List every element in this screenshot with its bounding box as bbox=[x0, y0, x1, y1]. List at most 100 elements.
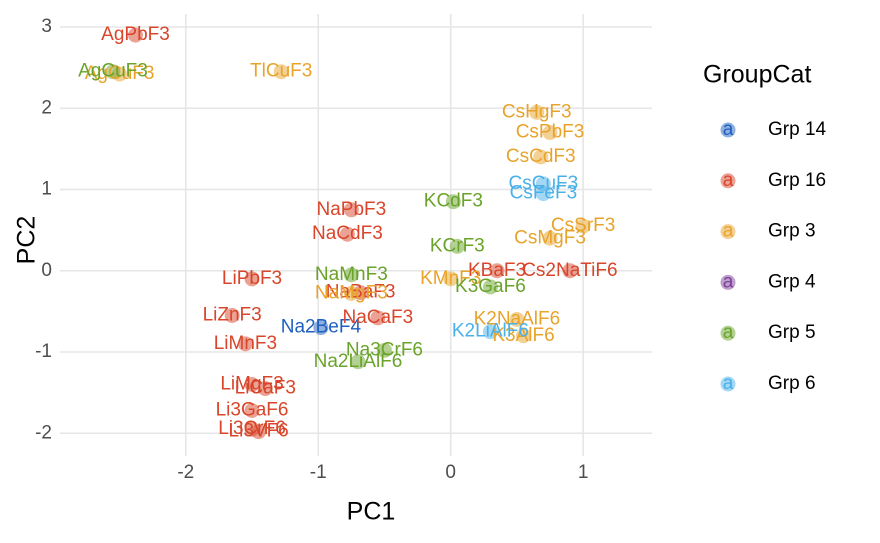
points: Na2BeF4 AgPbF3 NaPbF3 NaCdF3 LiPbF3 LiZnF3 LiM… bbox=[78, 24, 617, 442]
point bbox=[535, 186, 551, 202]
y-tick-label: -2 bbox=[35, 422, 52, 443]
y-axis-title: PC2 bbox=[13, 216, 41, 265]
legend-title: GroupCat bbox=[703, 61, 811, 89]
point bbox=[251, 424, 267, 440]
point bbox=[482, 324, 498, 340]
x-tick-label: 0 bbox=[445, 462, 456, 483]
legend-key bbox=[720, 224, 736, 240]
point-label: K2LiAlF6 bbox=[452, 321, 529, 342]
legend-key bbox=[720, 376, 736, 392]
legend-key bbox=[720, 122, 736, 138]
point-label: NaMnF3 bbox=[315, 264, 388, 285]
point bbox=[509, 312, 525, 327]
x-tick-label: -1 bbox=[310, 462, 327, 483]
point-label: CsCdF3 bbox=[506, 146, 576, 167]
point-label: Li3VF6 bbox=[229, 421, 289, 442]
point-label: LiPbF3 bbox=[222, 268, 282, 289]
point bbox=[482, 279, 498, 295]
legend-key bbox=[720, 325, 736, 341]
point-label: CsCuF3 bbox=[509, 173, 579, 194]
point-label: K3AlF6 bbox=[492, 325, 554, 346]
point-label: AgCuF3 bbox=[85, 63, 155, 84]
point-label: CsFeF3 bbox=[510, 183, 578, 204]
point-label: K2NaAlF6 bbox=[474, 309, 561, 330]
point-label: KBaF3 bbox=[468, 260, 526, 281]
legend-label: Grp 14 bbox=[768, 119, 827, 140]
point-label: AgPbF3 bbox=[101, 24, 170, 45]
point bbox=[313, 320, 329, 336]
point-label: CsPbF3 bbox=[516, 122, 585, 143]
x-tick-label: 1 bbox=[578, 462, 589, 483]
legend-label: Grp 3 bbox=[768, 221, 816, 242]
legend-key-glyph: a bbox=[723, 271, 734, 292]
point bbox=[224, 307, 240, 323]
point-label: KCrF3 bbox=[430, 235, 485, 256]
point bbox=[489, 263, 505, 279]
point bbox=[343, 267, 359, 283]
point-label: LiZnF3 bbox=[203, 304, 262, 325]
point-label: Na3CrF6 bbox=[346, 339, 423, 360]
point-label: LiMgF3 bbox=[220, 374, 283, 395]
legend-label: Grp 5 bbox=[768, 322, 816, 343]
point-label: NaPbF3 bbox=[317, 199, 387, 220]
point-label: NaCdF3 bbox=[312, 223, 383, 244]
point-label: Li3CrF6 bbox=[218, 418, 286, 439]
point-label: NaCaF3 bbox=[342, 307, 413, 328]
point-label: TlCuF3 bbox=[250, 61, 312, 82]
point bbox=[244, 271, 260, 287]
point bbox=[257, 381, 273, 397]
point bbox=[575, 218, 591, 234]
point bbox=[516, 328, 532, 344]
point bbox=[339, 226, 355, 242]
point bbox=[542, 230, 558, 246]
point bbox=[237, 336, 253, 352]
legend-key bbox=[720, 274, 736, 290]
point bbox=[445, 194, 461, 210]
point-label: Na2BeF4 bbox=[281, 317, 362, 338]
point-label: LiCaF3 bbox=[235, 378, 296, 399]
point bbox=[350, 354, 366, 370]
point bbox=[343, 202, 359, 218]
point-label: KMnF3 bbox=[420, 268, 481, 289]
point bbox=[105, 64, 121, 80]
point bbox=[443, 271, 459, 287]
y-tick-label: 1 bbox=[41, 179, 52, 200]
point bbox=[244, 377, 260, 392]
point bbox=[370, 310, 386, 326]
point-label: Li3GaF6 bbox=[216, 400, 289, 421]
legend-key-glyph: a bbox=[723, 373, 734, 394]
legend-label: Grp 16 bbox=[768, 170, 826, 191]
point-label: CsMgF3 bbox=[514, 227, 586, 248]
point bbox=[376, 342, 392, 358]
point-label: KCdF3 bbox=[424, 191, 483, 212]
point-label: LiMnF3 bbox=[214, 333, 277, 354]
point bbox=[562, 263, 578, 279]
legend-key-glyph: a bbox=[723, 221, 734, 242]
y-tick-label: -1 bbox=[35, 341, 52, 362]
y-tick-label: 3 bbox=[41, 16, 52, 37]
x-tick-label: -2 bbox=[177, 462, 194, 483]
point bbox=[343, 286, 359, 301]
legend-key-glyph: a bbox=[723, 119, 734, 140]
point-label: CsSrF3 bbox=[551, 215, 615, 236]
point-label: NaBaF3 bbox=[326, 282, 396, 303]
point bbox=[273, 64, 289, 80]
point bbox=[127, 27, 143, 43]
point bbox=[244, 403, 260, 418]
grid bbox=[60, 14, 652, 456]
point-label: K3GaF6 bbox=[455, 276, 526, 297]
legend-key-glyph: a bbox=[723, 170, 734, 191]
y-tick-label: 0 bbox=[41, 260, 52, 281]
point bbox=[449, 238, 465, 254]
legend-label: Grp 4 bbox=[768, 271, 816, 292]
point-label: Cs2NaTiF6 bbox=[522, 260, 617, 281]
legend-key bbox=[720, 173, 736, 189]
legend-key-glyph: a bbox=[723, 322, 734, 343]
point-label: AgCuF3 bbox=[78, 61, 148, 82]
legend: a Grp 14 a Grp 16 a Grp 3 a Grp 4 a Grp 5 a Grp 6 bbox=[720, 119, 827, 394]
y-tick-label: 2 bbox=[41, 97, 52, 118]
x-axis-title: PC1 bbox=[347, 498, 396, 526]
point-label: NaMgF3 bbox=[315, 283, 388, 304]
